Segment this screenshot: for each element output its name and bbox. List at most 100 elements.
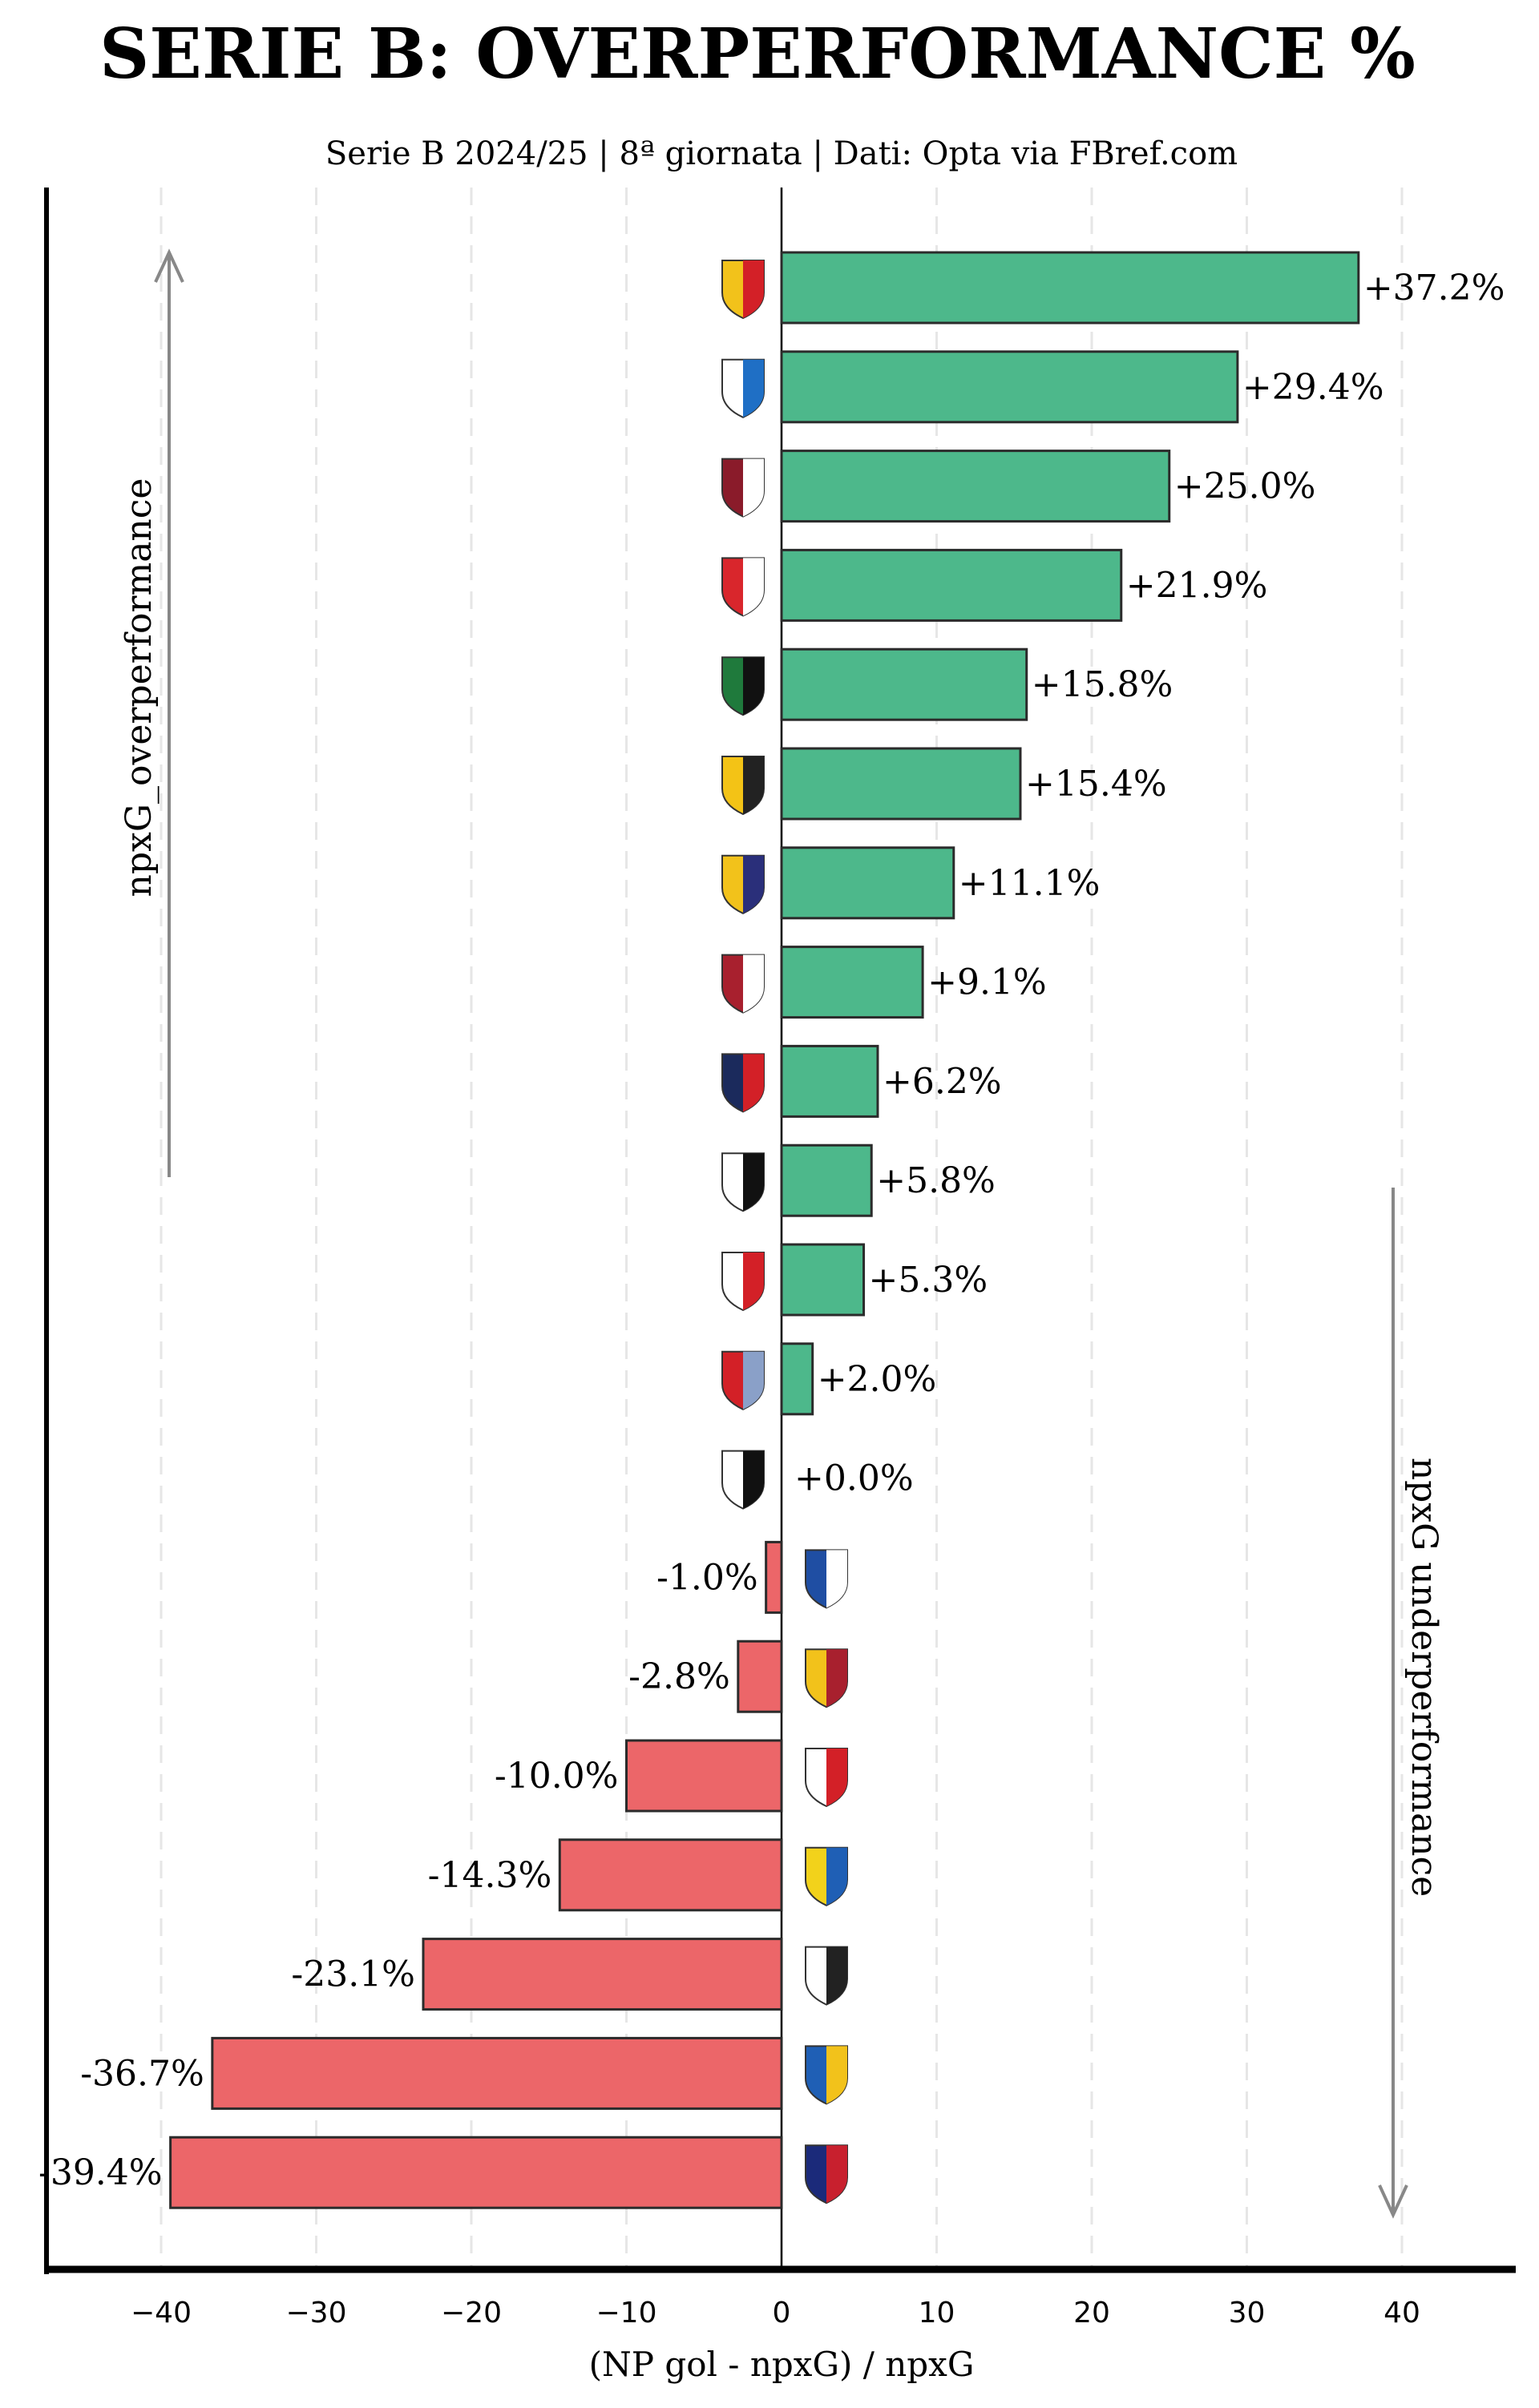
- logo-shield-half: [743, 756, 764, 814]
- data-label: +5.8%: [876, 1160, 996, 1201]
- data-label: -36.7%: [80, 2053, 204, 2094]
- data-label: +37.2%: [1363, 268, 1505, 309]
- logo-shield-half: [826, 2046, 847, 2104]
- logo-shield-half: [743, 1252, 764, 1310]
- team-logo-carrarese: [805, 1846, 848, 1906]
- logo-shield-half: [743, 260, 764, 318]
- data-label: +25.0%: [1174, 466, 1316, 507]
- team-logo-sampdoria: [805, 1549, 848, 1609]
- team-logo-südtirol: [721, 557, 765, 617]
- logo-shield-half: [743, 359, 764, 417]
- overperformance-annotation: npxG_overperformance: [119, 478, 160, 897]
- bar-modena: [780, 846, 955, 920]
- data-label: +0.0%: [794, 1458, 914, 1499]
- x-tick-label: −10: [596, 2297, 657, 2329]
- x-tick-label: −30: [286, 2297, 347, 2329]
- bar-salernitana: [780, 450, 1171, 523]
- data-label: +5.3%: [869, 1260, 988, 1301]
- bar-catanzaro: [780, 251, 1360, 325]
- up-arrowhead-icon: [154, 248, 184, 283]
- x-tick-label: −40: [131, 2297, 192, 2329]
- bar-cosenza: [169, 2136, 783, 2209]
- logo-shield-half: [826, 2145, 847, 2204]
- logo-shield-half: [743, 657, 764, 716]
- down-arrowhead-icon: [1378, 2184, 1408, 2219]
- bar-sampdoria: [765, 1540, 783, 1614]
- team-logo-frosinone: [805, 2045, 848, 2105]
- logo-shield-half: [743, 954, 764, 1013]
- bar-cesena: [780, 1143, 873, 1217]
- team-logo-cesena: [721, 1152, 765, 1212]
- data-label: +29.4%: [1242, 367, 1384, 408]
- team-logo-cosenza: [805, 2144, 848, 2204]
- logo-shield-half: [826, 1649, 847, 1708]
- bar-cittadella: [780, 946, 924, 1019]
- bar-reggiana: [737, 1640, 783, 1713]
- x-tick-label: 10: [919, 2297, 955, 2329]
- data-label: -39.4%: [38, 2152, 163, 2193]
- team-logo-modena: [721, 854, 765, 914]
- x-tick-label: −20: [441, 2297, 502, 2329]
- team-logo-palermo: [805, 1946, 848, 2006]
- team-logo-cremonese: [721, 1350, 765, 1410]
- bar-juve-stabia: [780, 747, 1022, 821]
- data-label: +21.9%: [1126, 565, 1268, 606]
- team-logo-cittadella: [721, 954, 765, 1014]
- team-logo-brescia: [721, 358, 765, 418]
- team-logo-mantova: [805, 1748, 848, 1808]
- team-logo-reggiana: [805, 1648, 848, 1708]
- data-label: +9.1%: [927, 962, 1047, 1003]
- team-logo-salernitana: [721, 458, 765, 518]
- annotation-arrows: [154, 248, 1408, 2219]
- gridlines: [160, 188, 1404, 2269]
- data-label: -10.0%: [495, 1756, 619, 1797]
- bar-sassuolo: [780, 647, 1028, 721]
- logo-shield-half: [826, 1550, 847, 1608]
- bar-frosinone: [211, 2036, 783, 2110]
- team-logo-catanzaro: [721, 260, 765, 320]
- bars: +37.2% +29.4% +25.0% +21.9% +15.8% +15.4% +11.…: [38, 251, 1505, 2209]
- data-label: -23.1%: [291, 1954, 415, 1995]
- team-logo-pisa: [721, 1053, 765, 1113]
- data-label: +11.1%: [959, 863, 1101, 904]
- logo-shield-half: [826, 1946, 847, 2005]
- bar-pisa: [780, 1044, 879, 1118]
- data-label: +15.4%: [1025, 764, 1167, 805]
- data-label: +2.0%: [818, 1359, 937, 1400]
- bar-südtirol: [780, 548, 1123, 622]
- logo-shield-half: [743, 558, 764, 616]
- logo-shield-half: [826, 1749, 847, 1806]
- team-logo-juve-stabia: [721, 756, 765, 816]
- underperformance-annotation: npxG underperformance: [1404, 1458, 1444, 1897]
- x-axis-label: (NP gol - npxG) / npxG: [589, 2345, 975, 2384]
- logo-shield-half: [826, 1847, 847, 1906]
- logo-shield-half: [743, 1351, 764, 1410]
- x-tick-label: 0: [773, 2297, 791, 2329]
- bar-cremonese: [780, 1342, 814, 1416]
- team-logo-spezia: [721, 1450, 765, 1510]
- team-logo-sassuolo: [721, 656, 765, 716]
- chart-subtitle: Serie B 2024/25 | 8ª giornata | Dati: Op…: [325, 135, 1238, 172]
- data-label: +15.8%: [1032, 664, 1173, 705]
- team-logo-bari: [721, 1252, 765, 1312]
- data-label: -2.8%: [628, 1656, 730, 1697]
- data-label: +6.2%: [883, 1061, 1002, 1102]
- bar-brescia: [780, 350, 1239, 424]
- logo-shield-half: [743, 1153, 764, 1212]
- chart-title: SERIE B: OVERPERFORMANCE %: [99, 14, 1416, 95]
- axes: −40 −30 −20 −10 0 10 20 30 40: [44, 188, 1516, 2329]
- data-label: -1.0%: [656, 1557, 758, 1598]
- x-tick-label: 40: [1383, 2297, 1420, 2329]
- data-label: -14.3%: [428, 1855, 552, 1896]
- logo-shield-half: [743, 1054, 764, 1112]
- bar-bari: [780, 1243, 866, 1317]
- logo-shield-half: [743, 1450, 764, 1509]
- bar-carrarese: [558, 1838, 783, 1912]
- x-tick-label: 30: [1229, 2297, 1266, 2329]
- logo-shield-half: [743, 855, 764, 914]
- bar-mantova: [625, 1739, 783, 1813]
- bar-palermo: [422, 1938, 783, 2011]
- x-tick-label: 20: [1073, 2297, 1110, 2329]
- logo-shield-half: [743, 458, 764, 517]
